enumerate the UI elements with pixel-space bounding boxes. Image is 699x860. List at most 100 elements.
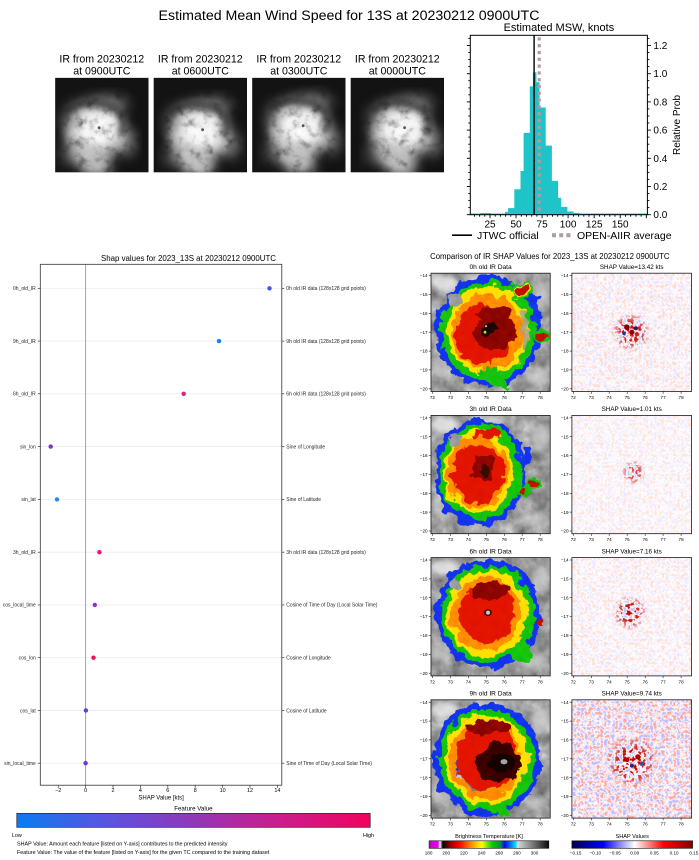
svg-text:6: 6: [166, 788, 169, 794]
svg-text:72: 72: [430, 395, 436, 400]
svg-text:180: 180: [425, 850, 433, 855]
svg-text:78: 78: [679, 537, 685, 542]
svg-text:9h old IR Data: 9h old IR Data: [470, 691, 512, 698]
svg-text:−16: −16: [420, 311, 428, 316]
svg-text:sin_local_time: sin_local_time: [4, 761, 36, 767]
svg-text:−14: −14: [561, 415, 569, 420]
svg-text:−17: −17: [420, 472, 428, 477]
svg-text:−20: −20: [420, 671, 428, 676]
svg-text:Sine of Latitude: Sine of Latitude: [286, 497, 321, 503]
svg-text:0.00: 0.00: [630, 850, 639, 855]
svg-text:3h old IR data (128x128 grid p: 3h old IR data (128x128 grid points): [286, 550, 366, 556]
svg-text:−16: −16: [420, 595, 428, 600]
svg-text:0.0: 0.0: [653, 210, 667, 221]
svg-text:Brightness Temperature [K]: Brightness Temperature [K]: [455, 834, 523, 840]
svg-text:77: 77: [520, 537, 526, 542]
svg-text:Cosine of Longitude: Cosine of Longitude: [286, 656, 331, 662]
svg-text:74: 74: [466, 679, 472, 684]
svg-text:−17: −17: [561, 330, 569, 335]
svg-text:at 0600UTC: at 0600UTC: [172, 66, 229, 78]
svg-text:72: 72: [430, 537, 436, 542]
svg-text:−14: −14: [561, 700, 569, 705]
svg-text:4: 4: [139, 788, 142, 794]
svg-text:12: 12: [247, 788, 253, 794]
svg-text:0.15: 0.15: [689, 850, 698, 855]
svg-text:74: 74: [466, 395, 472, 400]
svg-text:14: 14: [274, 788, 280, 794]
svg-text:75: 75: [625, 537, 631, 542]
svg-text:150: 150: [612, 220, 629, 231]
svg-text:−15: −15: [561, 577, 569, 582]
svg-text:72: 72: [430, 679, 436, 684]
svg-text:sin_lat: sin_lat: [21, 497, 36, 503]
svg-text:76: 76: [643, 537, 649, 542]
svg-text:IR from 20230212: IR from 20230212: [59, 54, 144, 66]
svg-text:1.0: 1.0: [653, 69, 667, 80]
svg-text:72: 72: [571, 679, 577, 684]
svg-text:−14: −14: [420, 415, 428, 420]
svg-text:−15: −15: [561, 292, 569, 297]
svg-text:−18: −18: [561, 349, 569, 354]
svg-text:Relative Prob: Relative Prob: [672, 95, 683, 155]
svg-text:74: 74: [607, 537, 613, 542]
svg-text:−19: −19: [561, 510, 569, 515]
svg-text:−18: −18: [420, 633, 428, 638]
svg-text:74: 74: [607, 395, 613, 400]
svg-text:−16: −16: [561, 311, 569, 316]
svg-text:280: 280: [513, 850, 521, 855]
svg-text:73: 73: [589, 537, 595, 542]
svg-text:−20: −20: [420, 529, 428, 534]
svg-text:73: 73: [589, 395, 595, 400]
svg-text:SHAP Value=1.01 kts: SHAP Value=1.01 kts: [602, 406, 662, 413]
svg-text:0.6: 0.6: [653, 126, 667, 137]
svg-text:72: 72: [571, 537, 577, 542]
svg-text:−0.05: −0.05: [609, 850, 621, 855]
svg-text:73: 73: [589, 679, 595, 684]
svg-text:73: 73: [448, 679, 454, 684]
svg-text:Cosine of Latitude: Cosine of Latitude: [286, 708, 327, 714]
svg-text:−19: −19: [420, 652, 428, 657]
svg-text:0.05: 0.05: [650, 850, 659, 855]
svg-text:72: 72: [571, 395, 577, 400]
svg-text:−17: −17: [561, 756, 569, 761]
svg-text:SHAP Value [kts]: SHAP Value [kts]: [138, 796, 184, 802]
svg-text:1.2: 1.2: [653, 41, 667, 52]
svg-text:−15: −15: [561, 434, 569, 439]
svg-text:−16: −16: [561, 595, 569, 600]
svg-text:−15: −15: [420, 577, 428, 582]
svg-text:−17: −17: [561, 472, 569, 477]
svg-text:−16: −16: [420, 453, 428, 458]
svg-text:−19: −19: [420, 368, 428, 373]
svg-text:78: 78: [679, 679, 685, 684]
svg-text:77: 77: [520, 395, 526, 400]
svg-text:−14: −14: [561, 558, 569, 563]
svg-text:−17: −17: [420, 756, 428, 761]
svg-text:Cosine of Time of Day (Local S: Cosine of Time of Day (Local Solar Time): [286, 603, 377, 609]
svg-text:−18: −18: [420, 491, 428, 496]
svg-text:75: 75: [484, 537, 490, 542]
svg-text:75: 75: [484, 822, 490, 827]
svg-text:8: 8: [194, 788, 197, 794]
svg-text:50: 50: [510, 220, 522, 231]
svg-text:−15: −15: [420, 719, 428, 724]
svg-text:78: 78: [538, 395, 544, 400]
svg-text:−17: −17: [420, 330, 428, 335]
svg-text:200: 200: [442, 850, 450, 855]
svg-text:74: 74: [466, 537, 472, 542]
svg-text:IR from 20230212: IR from 20230212: [158, 54, 243, 66]
svg-text:73: 73: [448, 822, 454, 827]
svg-text:Low: Low: [12, 833, 22, 839]
svg-text:74: 74: [607, 822, 613, 827]
svg-text:78: 78: [538, 537, 544, 542]
svg-text:220: 220: [460, 850, 468, 855]
svg-text:−19: −19: [561, 652, 569, 657]
svg-text:−14: −14: [420, 273, 428, 278]
svg-text:76: 76: [643, 395, 649, 400]
svg-text:−19: −19: [561, 794, 569, 799]
svg-text:cos_lat: cos_lat: [20, 708, 36, 714]
svg-text:0h old IR Data: 0h old IR Data: [470, 264, 512, 271]
svg-text:−15: −15: [561, 719, 569, 724]
svg-text:−18: −18: [420, 349, 428, 354]
svg-text:125: 125: [586, 220, 603, 231]
svg-text:Sine of Longitude: Sine of Longitude: [286, 444, 325, 450]
